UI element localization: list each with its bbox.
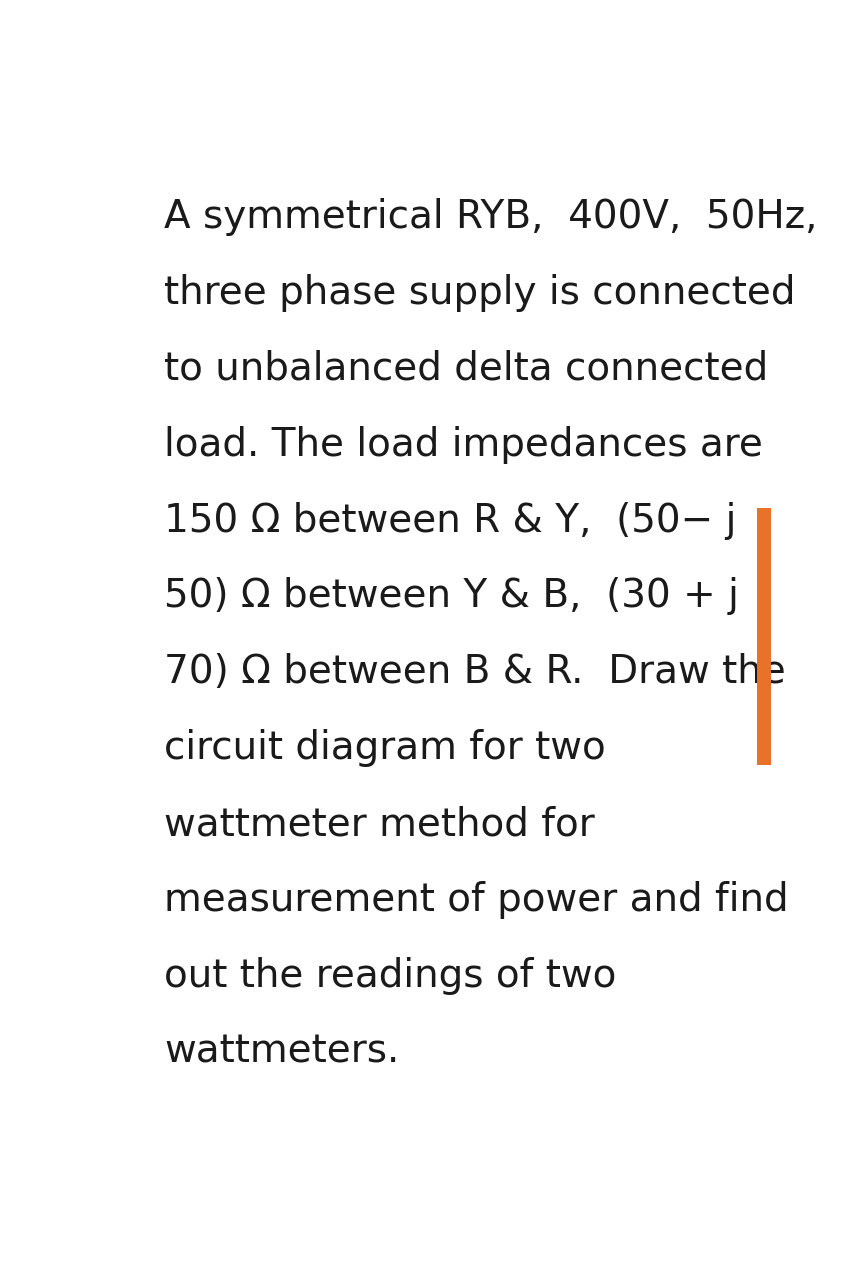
- Bar: [757, 508, 771, 764]
- Text: out the readings of two: out the readings of two: [164, 957, 617, 995]
- Text: three phase supply is connected: three phase supply is connected: [164, 274, 796, 312]
- Text: 150 Ω between R & Y,  (50− j: 150 Ω between R & Y, (50− j: [164, 502, 736, 539]
- Text: load. The load impedances are: load. The load impedances are: [164, 426, 763, 463]
- Text: A symmetrical RYB,  400V,  50Hz,: A symmetrical RYB, 400V, 50Hz,: [164, 198, 818, 236]
- Text: 70) Ω between B & R.  Draw the: 70) Ω between B & R. Draw the: [164, 653, 786, 691]
- Text: wattmeters.: wattmeters.: [164, 1033, 400, 1071]
- Text: 50) Ω between Y & B,  (30 + j: 50) Ω between Y & B, (30 + j: [164, 577, 739, 616]
- Text: wattmeter method for: wattmeter method for: [164, 805, 595, 844]
- Text: measurement of power and find: measurement of power and find: [164, 881, 789, 919]
- Text: to unbalanced delta connected: to unbalanced delta connected: [164, 349, 768, 388]
- Text: circuit diagram for two: circuit diagram for two: [164, 730, 606, 767]
